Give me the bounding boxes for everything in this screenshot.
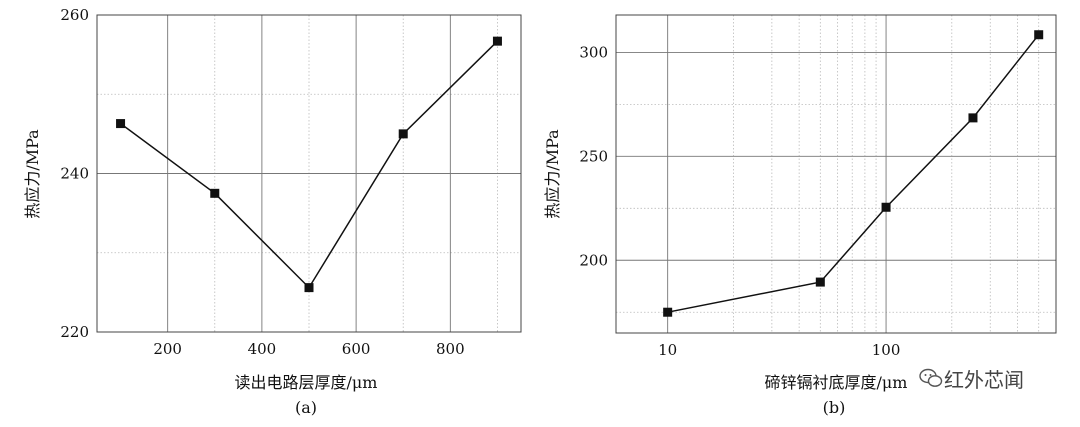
chart-a-data-point	[492, 36, 502, 46]
chart-a-data-point	[116, 119, 126, 129]
chart-a-data-point	[398, 129, 408, 139]
chart-a-xlabel: 读出电路层厚度/μm	[235, 373, 378, 392]
chart-a-grid	[97, 15, 521, 332]
chart-a-ylabel: 热应力/MPa	[23, 129, 42, 219]
chart-b-xlabel: 碲锌镉衬底厚度/μm	[765, 373, 908, 392]
chart-a: 200 400 600 800 220 240 260 热应力/MPa 读出电路层厚度/μm…	[23, 6, 522, 417]
chart-a-ticks: 200 400 600 800 220 240 260	[60, 6, 464, 358]
chart-a-ytick-label: 240	[60, 165, 89, 183]
chart-a-data-point	[304, 283, 314, 293]
chart-a-ytick-label: 260	[60, 6, 89, 24]
chart-b-ytick-label: 200	[579, 251, 608, 269]
chart-a-subtitle: (a)	[295, 398, 317, 417]
watermark: 红外芯闻	[919, 368, 1024, 392]
watermark-text: 红外芯闻	[944, 368, 1024, 392]
chart-b-xtick-label: 10	[658, 341, 677, 359]
chart-a-xtick-label: 200	[153, 340, 182, 358]
chart-b-subtitle: (b)	[823, 398, 846, 417]
chart-b-ylabel: 热应力/MPa	[543, 129, 562, 219]
chart-a-xtick-label: 400	[248, 340, 277, 358]
chart-b-ticks: 10 100 200 250 300	[579, 43, 900, 359]
chart-b-xtick-label: 100	[872, 341, 901, 359]
chart-b-ytick-label: 300	[579, 43, 608, 61]
chart-a-series	[116, 36, 502, 293]
chart-a-data-point	[210, 188, 220, 198]
chart-b: 10 100 200 250 300 热应力/MPa 碲锌镉衬底厚度/μm (b)	[543, 14, 1057, 417]
chart-b-data-point	[1034, 30, 1044, 40]
chart-a-xtick-label: 600	[342, 340, 371, 358]
chart-b-data-point	[815, 277, 825, 287]
chart-b-data-point	[663, 307, 673, 317]
chart-b-series	[663, 30, 1044, 317]
chart-b-grid	[616, 15, 1056, 333]
chart-b-plot-frame	[615, 14, 1057, 334]
chart-b-data-point	[881, 202, 891, 212]
chart-a-plot-frame	[96, 14, 522, 333]
wechat-icon	[919, 368, 943, 387]
chart-b-data-point	[968, 113, 978, 123]
chart-b-series-line	[667, 34, 1040, 313]
chart-a-ytick-label: 220	[60, 323, 89, 341]
chart-a-xtick-label: 800	[436, 340, 465, 358]
chart-b-ytick-label: 250	[579, 147, 608, 165]
